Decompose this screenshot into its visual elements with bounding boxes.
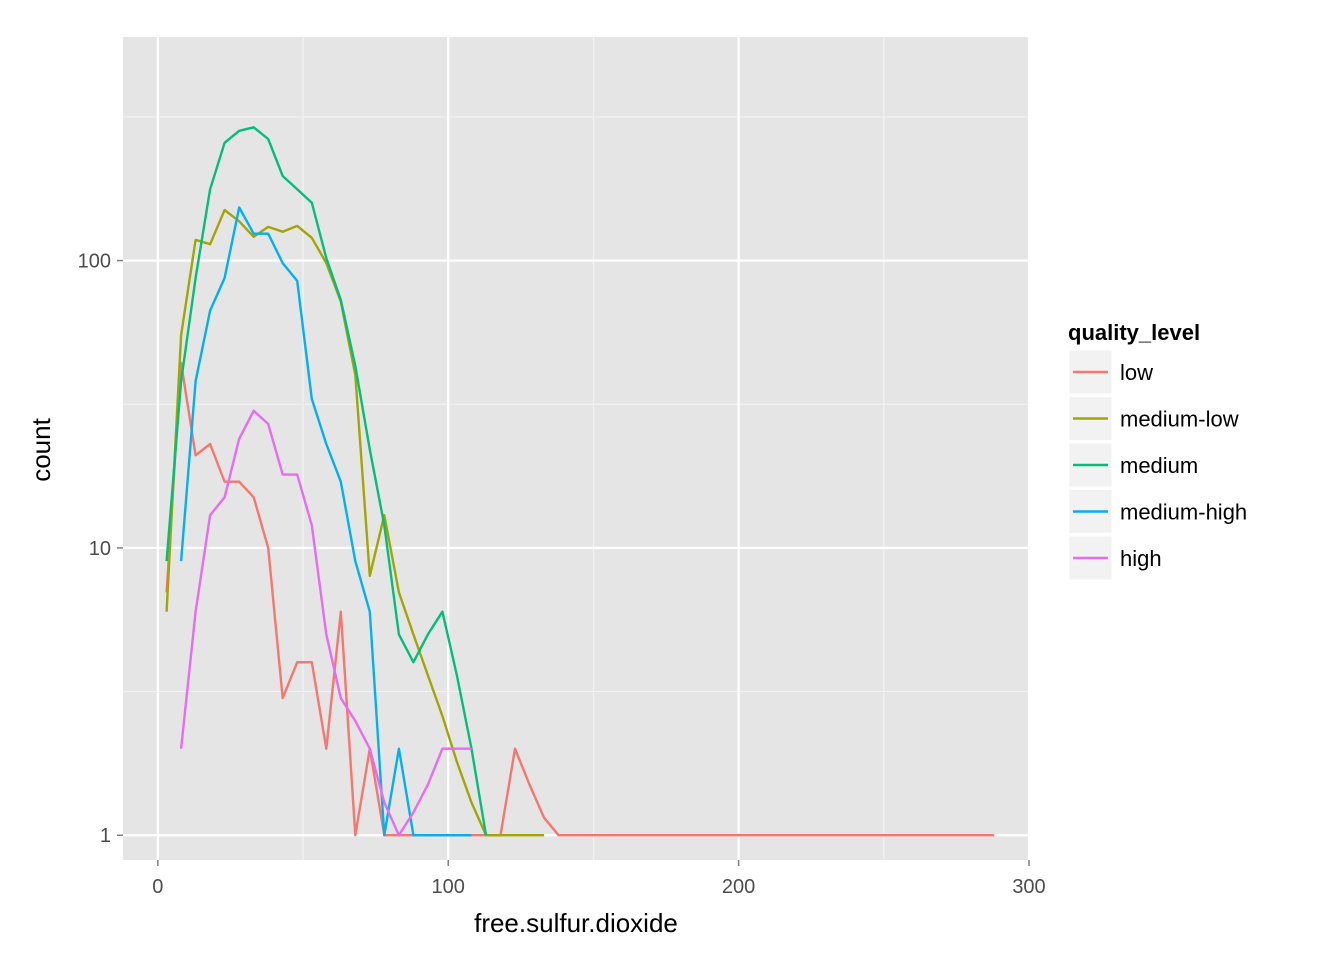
legend-label: medium-low bbox=[1120, 407, 1239, 432]
x-axis: 0 100 200 300 bbox=[152, 860, 1046, 898]
x-tick-label: 200 bbox=[722, 876, 755, 898]
legend-title: quality_level bbox=[1068, 320, 1200, 345]
legend-items: low medium-low medium medium-high high bbox=[1068, 349, 1247, 581]
x-tick-label: 0 bbox=[152, 876, 163, 898]
series-line-high bbox=[179, 409, 472, 837]
major-gridlines bbox=[123, 37, 1031, 860]
plot-panel bbox=[123, 37, 1029, 860]
y-tick-label: 1 bbox=[100, 825, 111, 847]
series-lines bbox=[165, 126, 995, 837]
series-line-medium bbox=[165, 126, 488, 836]
legend-label: high bbox=[1120, 546, 1162, 571]
x-tick-label: 300 bbox=[1012, 876, 1045, 898]
legend-item-medium-low: medium-low bbox=[1068, 396, 1239, 441]
y-axis-title: count bbox=[26, 417, 56, 481]
legend-item-medium-high: medium-high bbox=[1068, 489, 1247, 534]
legend-label: low bbox=[1120, 360, 1153, 385]
series-line-medium-high bbox=[179, 206, 472, 837]
x-axis-title: free.sulfur.dioxide bbox=[474, 908, 678, 938]
minor-gridlines bbox=[123, 37, 1029, 860]
y-axis: 1 10 100 bbox=[78, 251, 123, 847]
legend-item-high: high bbox=[1068, 535, 1162, 581]
x-tick-label: 100 bbox=[432, 876, 465, 898]
y-tick-label: 100 bbox=[78, 251, 111, 273]
y-tick-label: 10 bbox=[89, 538, 111, 560]
legend: quality_level low medium-low medium medium-… bbox=[1068, 320, 1247, 581]
legend-label: medium bbox=[1120, 453, 1198, 478]
legend-item-medium: medium bbox=[1068, 442, 1198, 488]
legend-item-low: low bbox=[1068, 349, 1153, 395]
series-line-medium-low bbox=[165, 208, 545, 837]
legend-label: medium-high bbox=[1120, 500, 1247, 525]
